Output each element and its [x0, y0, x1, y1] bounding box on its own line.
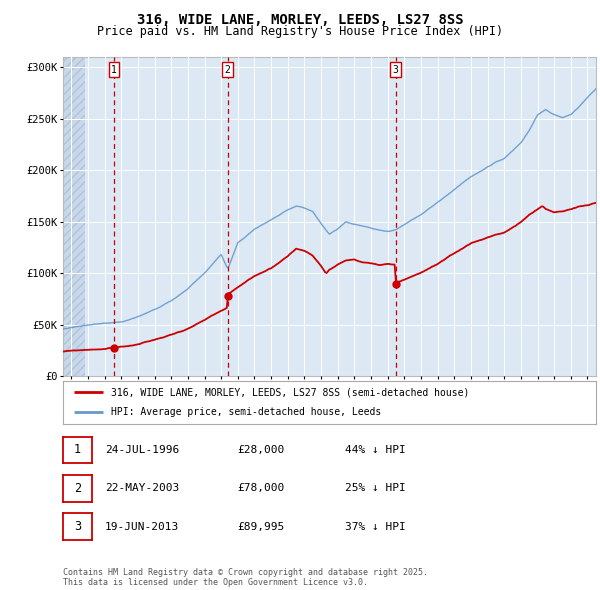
- Text: 37% ↓ HPI: 37% ↓ HPI: [345, 522, 406, 532]
- Text: 44% ↓ HPI: 44% ↓ HPI: [345, 445, 406, 455]
- Text: 22-MAY-2003: 22-MAY-2003: [105, 483, 179, 493]
- Text: £28,000: £28,000: [237, 445, 284, 455]
- Text: 316, WIDE LANE, MORLEY, LEEDS, LS27 8SS: 316, WIDE LANE, MORLEY, LEEDS, LS27 8SS: [137, 13, 463, 27]
- Text: 24-JUL-1996: 24-JUL-1996: [105, 445, 179, 455]
- Text: 2: 2: [74, 481, 81, 495]
- Text: 3: 3: [392, 65, 398, 74]
- Text: £89,995: £89,995: [237, 522, 284, 532]
- Text: 1: 1: [74, 443, 81, 457]
- Text: HPI: Average price, semi-detached house, Leeds: HPI: Average price, semi-detached house,…: [111, 407, 381, 417]
- Text: £78,000: £78,000: [237, 483, 284, 493]
- Text: 19-JUN-2013: 19-JUN-2013: [105, 522, 179, 532]
- Text: 316, WIDE LANE, MORLEY, LEEDS, LS27 8SS (semi-detached house): 316, WIDE LANE, MORLEY, LEEDS, LS27 8SS …: [111, 387, 469, 397]
- Text: Contains HM Land Registry data © Crown copyright and database right 2025.
This d: Contains HM Land Registry data © Crown c…: [63, 568, 428, 587]
- Text: 1: 1: [111, 65, 117, 74]
- Text: Price paid vs. HM Land Registry's House Price Index (HPI): Price paid vs. HM Land Registry's House …: [97, 25, 503, 38]
- Bar: [63, 57, 85, 376]
- Text: 25% ↓ HPI: 25% ↓ HPI: [345, 483, 406, 493]
- Text: 2: 2: [225, 65, 230, 74]
- Text: 3: 3: [74, 520, 81, 533]
